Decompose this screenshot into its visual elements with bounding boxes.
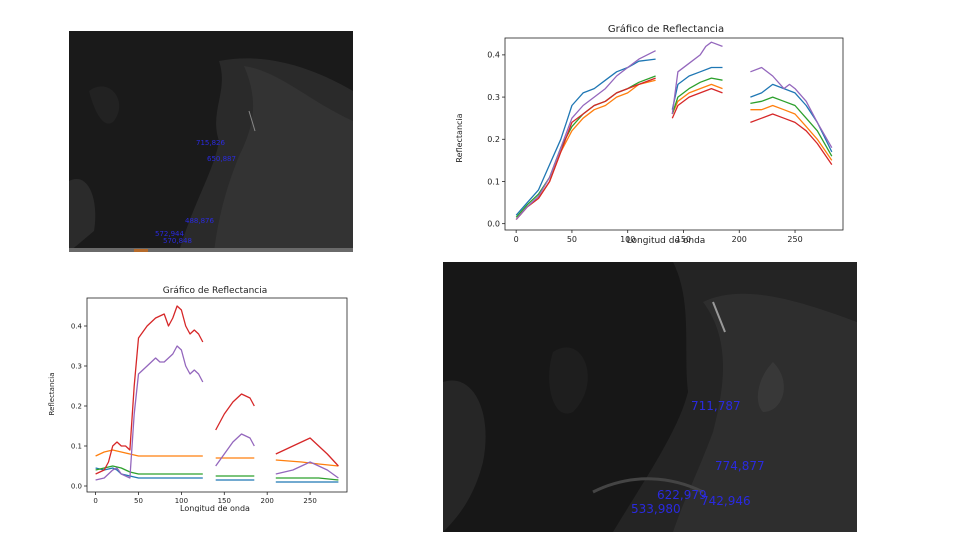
x-tick-label: 150 <box>676 235 691 244</box>
series-line-red <box>95 305 204 475</box>
y-axis-label: Reflectancia <box>455 113 464 162</box>
series-line-green <box>275 477 339 481</box>
reflectance-chart-bottom: Gráfico de Reflectancia Longitud de onda… <box>45 282 360 513</box>
series-line-blue <box>671 66 723 110</box>
chart-title: Gráfico de Reflectancia <box>163 286 268 296</box>
y-tick-label: 0.0 <box>487 219 500 228</box>
point-label: 774,877 <box>715 459 765 473</box>
x-axis-label: Longitud de onda <box>180 504 250 512</box>
y-tick-label: 0.1 <box>487 177 500 186</box>
plot-area: 0 50 100 150 200 250 0.0 0.1 0.2 0.3 0.4 <box>487 37 844 244</box>
x-tick-label: 250 <box>787 235 802 244</box>
point-label: 622,979 <box>657 488 707 502</box>
plot-frame <box>504 37 844 231</box>
series-line-blue <box>515 58 656 216</box>
point-label: 572,944 <box>155 230 184 238</box>
y-tick-label: 0.2 <box>71 402 82 410</box>
series-line-red <box>515 77 656 220</box>
x-tick-label: 150 <box>218 497 231 505</box>
point-label: 488,876 <box>185 217 214 225</box>
x-tick-label: 200 <box>732 235 747 244</box>
series-line-green <box>671 77 723 115</box>
y-tick-label: 0.1 <box>71 442 82 450</box>
series-line-purple <box>671 41 723 115</box>
x-axis-label: Longitud de onda <box>627 236 706 246</box>
series-line-blue <box>95 467 203 479</box>
x-tick-label: 0 <box>93 497 97 505</box>
x-tick-label: 250 <box>303 497 316 505</box>
series-line-purple <box>215 433 255 467</box>
series-line-red <box>671 87 723 119</box>
satellite-terrain <box>69 31 353 252</box>
y-tick-label: 0.2 <box>487 135 500 144</box>
series-line-purple <box>515 50 656 220</box>
x-tick-label: 100 <box>620 235 635 244</box>
series-line-purple <box>750 66 833 149</box>
x-tick-label: 0 <box>514 235 519 244</box>
plot-area: 0 50 100 150 200 250 0.0 0.1 0.2 0.3 0.4 <box>71 297 348 505</box>
series-line-orange <box>671 83 723 115</box>
reflectance-chart-top-svg: Gráfico de Reflectancia Longitud de onda… <box>455 23 844 246</box>
point-label: 570,848 <box>163 237 192 245</box>
series-line-green <box>95 465 203 475</box>
series-line-purple <box>95 345 204 481</box>
series-line-red <box>750 113 833 165</box>
point-label: 711,787 <box>691 399 741 413</box>
x-tick-label: 50 <box>567 235 577 244</box>
reflectance-chart-bottom-svg: Gráfico de Reflectancia Longitud de onda… <box>48 286 348 513</box>
series-line-red <box>275 437 339 467</box>
y-axis-label: Reflectancia <box>48 373 56 416</box>
series-line-purple <box>275 461 339 479</box>
point-label: 742,946 <box>701 494 751 508</box>
series-line-orange <box>515 79 656 220</box>
series-line-green <box>750 96 833 157</box>
y-tick-label: 0.3 <box>487 93 500 102</box>
series-line-orange <box>750 104 833 161</box>
y-tick-label: 0.4 <box>487 51 500 60</box>
point-label: 650,887 <box>207 155 236 163</box>
x-tick-label: 200 <box>261 497 274 505</box>
series-line-green <box>515 75 656 218</box>
plot-frame <box>86 297 348 493</box>
series-line-red <box>215 393 255 431</box>
satellite-image-small: 715,826 650,887 488,876 572,944 570,848 <box>69 31 353 252</box>
satellite-image-large: 711,787 774,877 622,979 742,946 533,980 <box>443 262 857 532</box>
y-tick-label: 0.4 <box>71 322 83 330</box>
y-tick-label: 0.0 <box>71 482 82 490</box>
point-label: 533,980 <box>631 502 681 516</box>
satellite-terrain <box>443 262 857 532</box>
point-label: 715,826 <box>196 139 225 147</box>
series-line-orange <box>95 449 203 457</box>
y-tick-label: 0.3 <box>71 362 82 370</box>
x-tick-label: 100 <box>175 497 188 505</box>
x-tick-label: 50 <box>134 497 143 505</box>
series-line-orange <box>275 459 339 467</box>
chart-title: Gráfico de Reflectancia <box>608 23 724 35</box>
reflectance-chart-top: Gráfico de Reflectancia Longitud de onda… <box>445 14 855 250</box>
